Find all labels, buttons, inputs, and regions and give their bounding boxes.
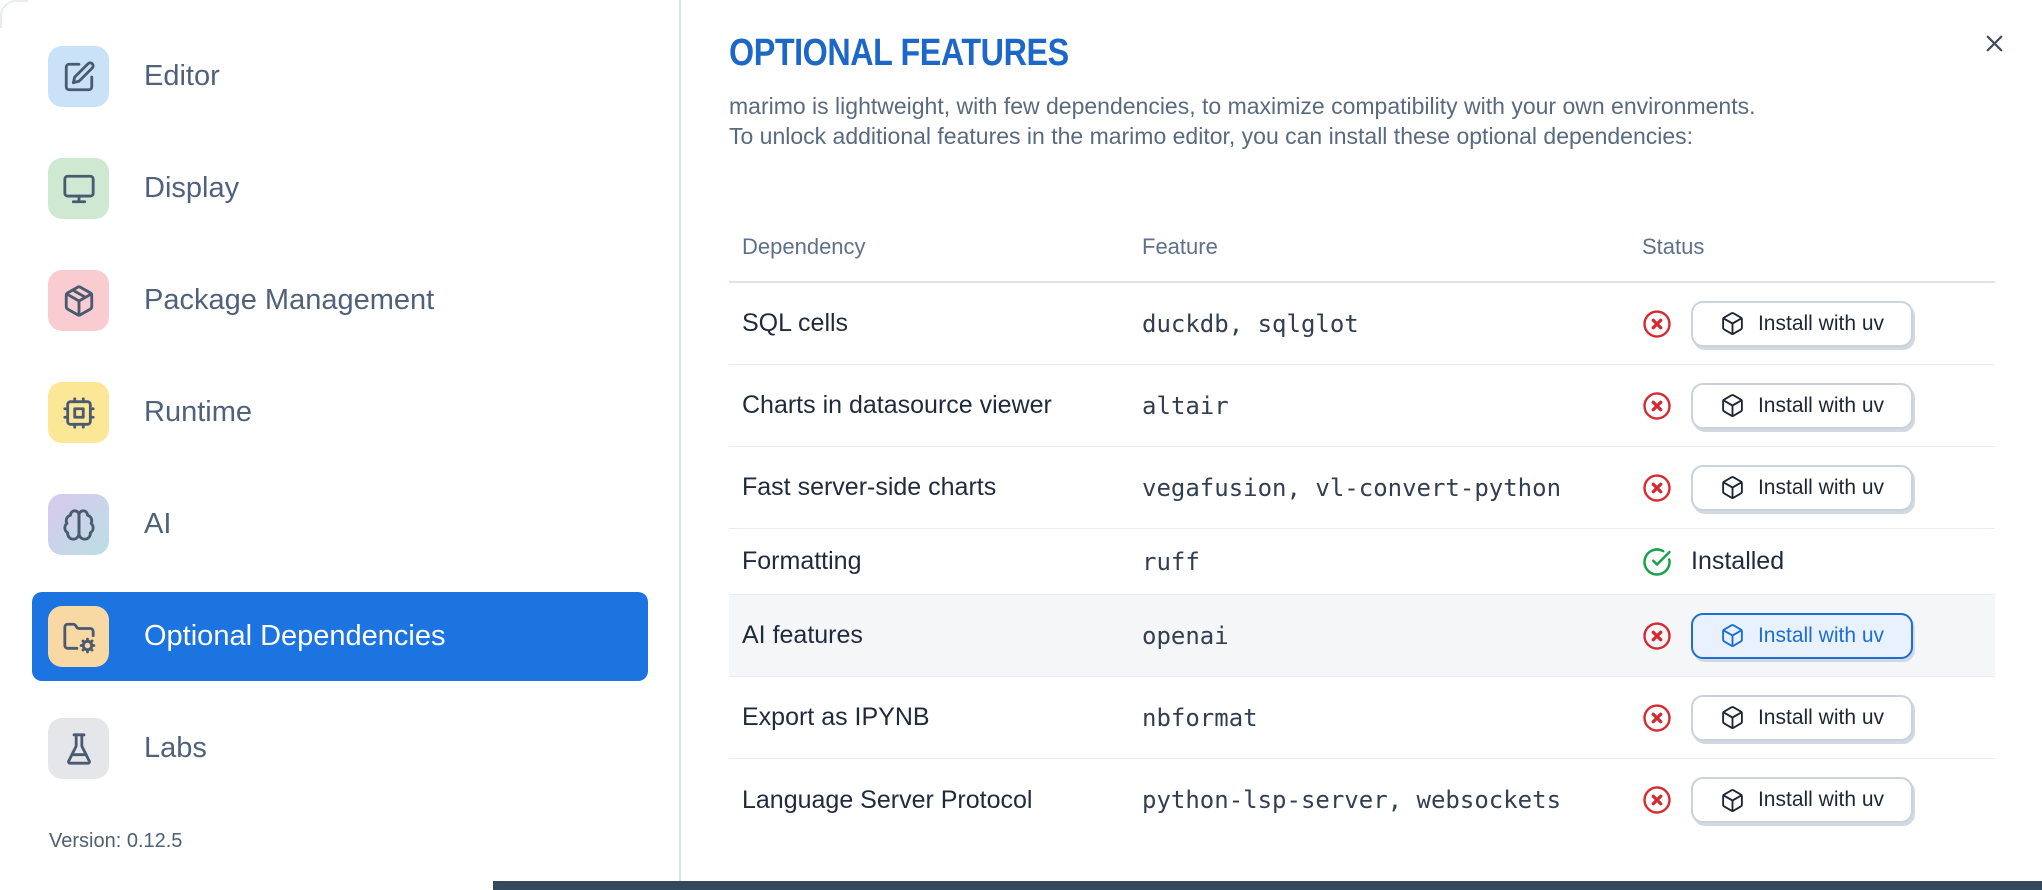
feature-packages: python-lsp-server, websockets bbox=[1142, 786, 1562, 814]
table-row: Formatting ruff Installed bbox=[729, 529, 1995, 595]
sidebar-item-label: Package Management bbox=[144, 284, 435, 316]
box-icon bbox=[1722, 476, 1743, 499]
status-cell: Install with uv bbox=[1629, 694, 1995, 741]
install-with-uv-button[interactable]: Install with uv bbox=[1691, 612, 1913, 659]
table-row: Fast server-side charts vegafusion, vl-c… bbox=[729, 447, 1995, 529]
page-title: OPTIONAL FEATURES bbox=[729, 32, 1069, 74]
column-header-status: Status bbox=[1642, 234, 1705, 259]
install-button-label: Install with uv bbox=[1757, 705, 1885, 729]
status-cell: Install with uv bbox=[1629, 382, 1995, 429]
feature-packages: duckdb, sqlglot bbox=[1142, 309, 1359, 338]
circle-check-icon bbox=[1642, 547, 1672, 577]
dependency-name: Fast server-side charts bbox=[742, 473, 997, 501]
status-cell: Install with uv bbox=[1629, 464, 1995, 511]
flask-icon bbox=[48, 718, 109, 779]
sidebar-item-optional-dependencies[interactable]: Optional Dependencies bbox=[32, 592, 648, 681]
feature-packages: openai bbox=[1142, 621, 1229, 650]
optional-features-panel: OPTIONAL FEATURES marimo is lightweight,… bbox=[681, 0, 2042, 890]
sidebar-item-ai[interactable]: AI bbox=[32, 480, 648, 569]
app-version: Version: 0.12.5 bbox=[49, 830, 183, 852]
folder-cog-icon bbox=[48, 606, 109, 667]
dialog-corner bbox=[0, 0, 28, 28]
box-icon bbox=[1722, 624, 1743, 647]
circle-x-icon bbox=[1642, 309, 1672, 339]
cpu-icon bbox=[48, 382, 109, 443]
install-with-uv-button[interactable]: Install with uv bbox=[1691, 300, 1913, 347]
box-icon bbox=[1722, 788, 1743, 812]
install-with-uv-button[interactable]: Install with uv bbox=[1691, 777, 1913, 823]
circle-x-icon bbox=[1642, 473, 1672, 503]
sidebar-divider bbox=[679, 0, 681, 890]
dependency-name: Charts in datasource viewer bbox=[742, 391, 1052, 419]
dependencies-table: Dependency Feature Status SQL cells duck… bbox=[729, 213, 1995, 841]
table-row: SQL cells duckdb, sqlglot Install with u… bbox=[729, 283, 1995, 365]
background-app-edge bbox=[493, 881, 2042, 890]
status-cell: Install with uv bbox=[1629, 777, 1995, 823]
sidebar-item-runtime[interactable]: Runtime bbox=[32, 368, 648, 457]
package-icon bbox=[48, 270, 109, 331]
install-button-label: Install with uv bbox=[1757, 393, 1885, 417]
dependency-name: Language Server Protocol bbox=[742, 785, 1033, 814]
description-line-2: To unlock additional features in the mar… bbox=[729, 123, 1694, 149]
square-pen-icon bbox=[48, 46, 109, 107]
sidebar-item-editor[interactable]: Editor bbox=[32, 32, 648, 121]
sidebar-item-label: Labs bbox=[144, 732, 207, 764]
box-icon bbox=[1722, 394, 1743, 417]
circle-x-icon bbox=[1642, 703, 1672, 733]
install-with-uv-button[interactable]: Install with uv bbox=[1691, 694, 1913, 741]
description-line-1: marimo is lightweight, with few dependen… bbox=[729, 93, 1756, 119]
dependency-name: Export as IPYNB bbox=[742, 703, 930, 731]
install-button-label: Install with uv bbox=[1757, 475, 1885, 499]
feature-packages: nbformat bbox=[1142, 703, 1258, 732]
circle-x-icon bbox=[1642, 391, 1672, 421]
status-cell: Install with uv bbox=[1629, 612, 1995, 659]
sidebar-item-label: AI bbox=[144, 508, 172, 540]
table-row: Language Server Protocol python-lsp-serv… bbox=[729, 759, 1995, 841]
settings-sidebar: Editor Display Package Management Runtim… bbox=[0, 0, 679, 890]
install-with-uv-button[interactable]: Install with uv bbox=[1691, 464, 1913, 511]
table-row: Charts in datasource viewer altair Insta… bbox=[729, 365, 1995, 447]
column-header-feature: Feature bbox=[1142, 234, 1218, 259]
feature-packages: ruff bbox=[1142, 547, 1200, 576]
table-header: Dependency Feature Status bbox=[729, 213, 1995, 283]
feature-packages: vegafusion, vl-convert-python bbox=[1142, 473, 1562, 502]
sidebar-item-label: Runtime bbox=[144, 396, 252, 428]
circle-x-icon bbox=[1642, 621, 1672, 651]
box-icon bbox=[1722, 706, 1743, 729]
install-button-label: Install with uv bbox=[1757, 788, 1885, 811]
dependency-name: Formatting bbox=[742, 547, 862, 575]
sidebar-item-label: Display bbox=[144, 172, 240, 204]
sidebar-item-package-management[interactable]: Package Management bbox=[32, 256, 648, 345]
page-description: marimo is lightweight, with few dependen… bbox=[729, 91, 2042, 151]
feature-packages: altair bbox=[1142, 391, 1229, 420]
box-icon bbox=[1722, 312, 1743, 335]
sidebar-item-label: Editor bbox=[144, 60, 220, 92]
status-cell: Install with uv bbox=[1629, 300, 1995, 347]
install-button-label: Install with uv bbox=[1757, 623, 1885, 647]
dependency-name: AI features bbox=[742, 621, 863, 649]
table-row: Export as IPYNB nbformat Install with uv bbox=[729, 677, 1995, 759]
close-icon bbox=[1986, 35, 2002, 51]
table-row: AI features openai Install with uv bbox=[729, 595, 1995, 677]
close-button[interactable] bbox=[1978, 27, 2010, 59]
status-cell: Installed bbox=[1629, 547, 1995, 577]
column-header-dependency: Dependency bbox=[742, 234, 866, 259]
circle-x-icon bbox=[1642, 785, 1672, 815]
install-with-uv-button[interactable]: Install with uv bbox=[1691, 382, 1913, 429]
sidebar-item-display[interactable]: Display bbox=[32, 144, 648, 233]
dependency-name: SQL cells bbox=[742, 309, 849, 337]
sidebar-item-labs[interactable]: Labs bbox=[32, 704, 648, 793]
monitor-icon bbox=[48, 158, 109, 219]
installed-status-label: Installed bbox=[1691, 547, 1785, 575]
sidebar-item-label: Optional Dependencies bbox=[144, 620, 446, 652]
brain-icon bbox=[48, 494, 109, 555]
install-button-label: Install with uv bbox=[1757, 311, 1885, 335]
